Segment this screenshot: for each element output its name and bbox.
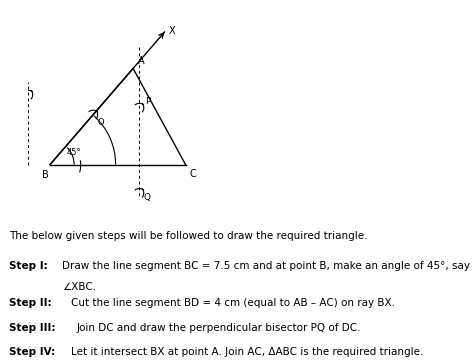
Text: 45°: 45° [66,148,81,157]
Text: X: X [169,26,175,36]
Text: Let it intersect BX at point A. Join AC, ΔABC is the required triangle.: Let it intersect BX at point A. Join AC,… [71,347,423,357]
Text: O: O [98,118,104,127]
Text: A: A [137,56,144,66]
Text: The below given steps will be followed to draw the required triangle.: The below given steps will be followed t… [9,231,368,241]
Text: ∠XBC.: ∠XBC. [62,282,96,292]
Text: Draw the line segment BC = 7.5 cm and at point B, make an angle of 45°, say: Draw the line segment BC = 7.5 cm and at… [62,261,470,271]
Text: P: P [145,97,150,106]
Text: C: C [190,169,197,179]
Text: Join DC and draw the perpendicular bisector PQ of DC.: Join DC and draw the perpendicular bisec… [77,323,361,333]
Text: B: B [42,170,49,180]
Text: Step IV:: Step IV: [9,347,56,357]
Text: Step II:: Step II: [9,298,52,308]
Text: Step III:: Step III: [9,323,56,333]
Text: Step I:: Step I: [9,261,48,271]
Text: Q: Q [144,193,151,202]
Text: Cut the line segment BD = 4 cm (equal to AB – AC) on ray BX.: Cut the line segment BD = 4 cm (equal to… [71,298,395,308]
